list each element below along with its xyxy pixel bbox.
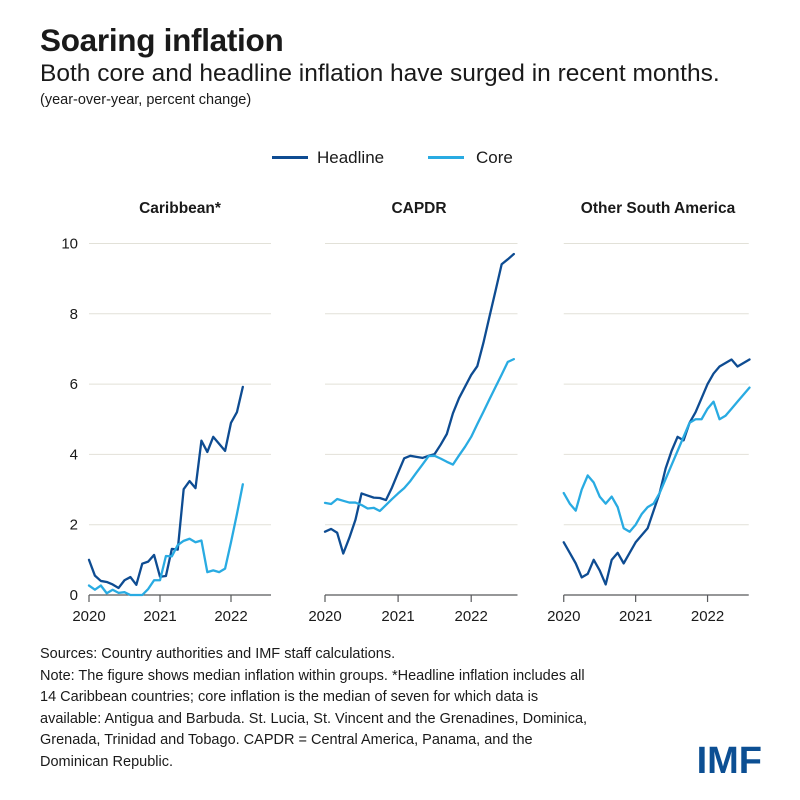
svg-text:0: 0 [70,587,78,604]
svg-text:2022: 2022 [455,608,488,625]
svg-text:10: 10 [61,236,78,253]
svg-text:2020: 2020 [547,608,580,625]
svg-text:2020: 2020 [72,608,105,625]
svg-text:2022: 2022 [214,608,247,625]
svg-text:6: 6 [70,376,78,393]
svg-text:8: 8 [70,306,78,323]
svg-text:2021: 2021 [143,608,176,625]
svg-text:2: 2 [70,517,78,534]
svg-text:2022: 2022 [691,608,724,625]
svg-text:2020: 2020 [308,608,341,625]
svg-text:2021: 2021 [381,608,414,625]
svg-text:4: 4 [70,446,78,463]
svg-text:2021: 2021 [619,608,652,625]
